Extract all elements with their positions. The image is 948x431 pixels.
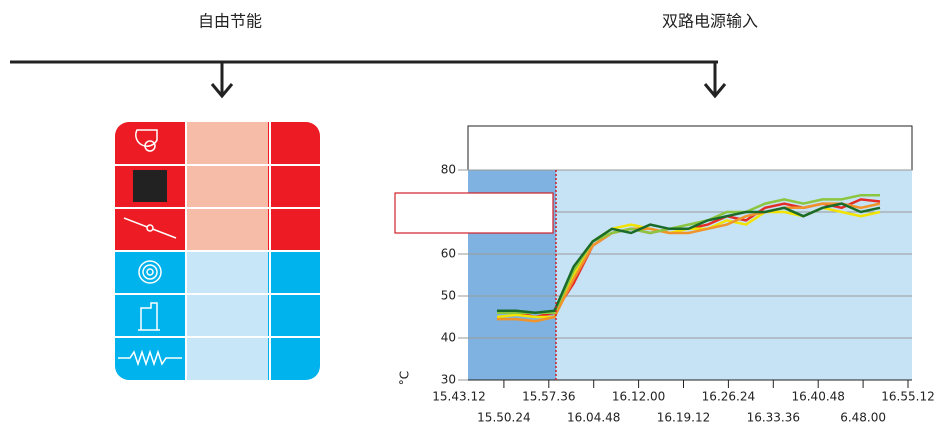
y-axis-label: °C (398, 371, 412, 385)
y-tick-label: 50 (441, 289, 456, 303)
x-tick-label: 15.43.12 (432, 390, 485, 404)
chart-header (467, 125, 913, 171)
x-tick-label: 16.33.36 (747, 411, 800, 425)
status-panel (115, 122, 320, 380)
x-tick-label: 15.57.36 (522, 390, 575, 404)
y-tick-label: 30 (441, 373, 456, 387)
series-line (497, 202, 881, 323)
x-tick-label: 16.55.12 (881, 390, 934, 404)
y-tick-label: 40 (441, 331, 456, 345)
connector (10, 60, 727, 99)
series-line (497, 202, 881, 315)
y-tick-label: 80 (441, 163, 456, 177)
x-tick-label: 6.48.00 (840, 411, 886, 425)
x-tick-label: 16.04.48 (567, 411, 620, 425)
y-tick-label: 60 (441, 247, 456, 261)
x-tick-label: 16.19.12 (657, 411, 710, 425)
x-tick-label: 16.12.00 (612, 390, 665, 404)
x-tick-label: 16.26.24 (702, 390, 755, 404)
heading: 双路电源输入 (662, 12, 758, 31)
x-tick-label: 16.40.48 (791, 390, 844, 404)
heading: 自由节能 (198, 12, 262, 31)
callout-box (394, 192, 554, 234)
x-tick-label: 15.50.24 (477, 411, 530, 425)
